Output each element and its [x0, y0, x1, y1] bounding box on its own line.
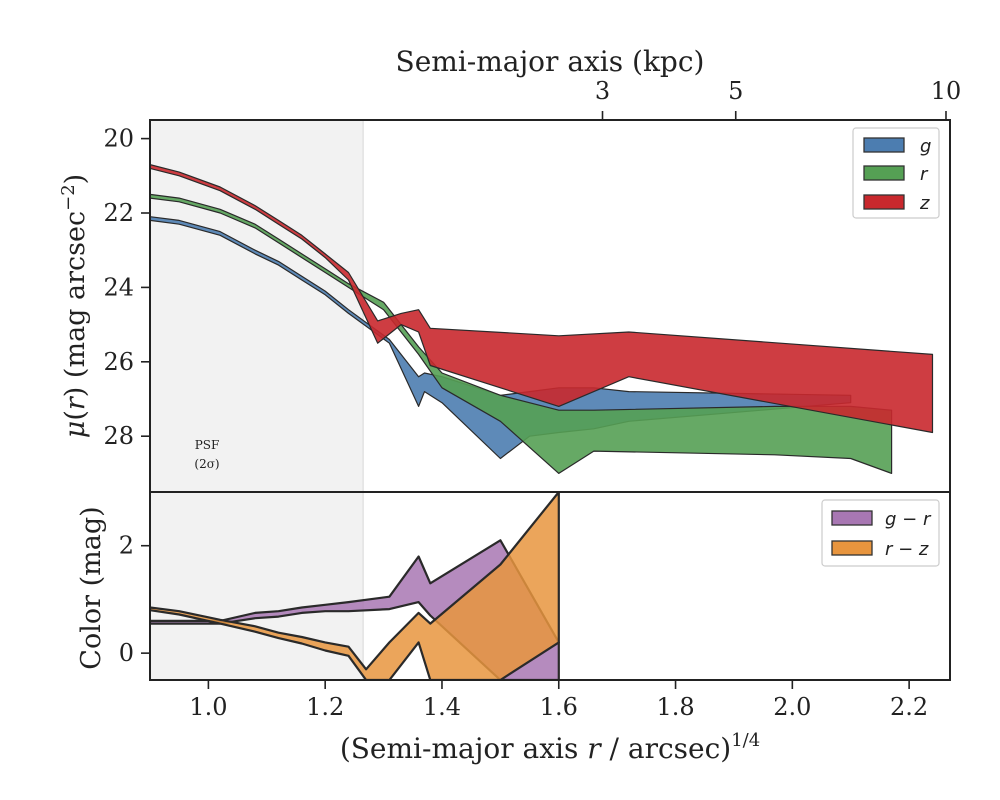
x-tick-label: 2.2 [890, 693, 928, 721]
y-tick-label-top: 24 [103, 273, 134, 301]
top-panel-series [150, 164, 934, 474]
x-tick-label: 1.0 [189, 693, 227, 721]
y-tick-label-top: 26 [103, 348, 134, 376]
bottom-x-axis-title: (Semi-major axis r / arcsec)1/4 [340, 730, 760, 765]
legend-swatch-g-r [831, 510, 873, 526]
top-band-r [150, 193, 893, 474]
psf-shade [150, 120, 364, 680]
top-x-axis-title: Semi-major axis (kpc) [396, 45, 705, 78]
legend-label-z: z [919, 193, 930, 214]
x-tick-label: 1.8 [656, 693, 694, 721]
y-tick-label-top: 20 [103, 125, 134, 153]
x-tick-label: 2.0 [773, 693, 811, 721]
y-tick-label-bottom: 0 [119, 639, 134, 667]
bottom-legend: g − r r − z [821, 499, 940, 567]
bottom-panel-series [150, 492, 560, 680]
x-tick-label: 1.6 [540, 693, 578, 721]
bottom-y-axis-title: Color (mag) [76, 506, 107, 669]
psf-region [150, 120, 364, 680]
bottom-band-g-r [150, 539, 560, 680]
axis-ticks: 2022242628021.01.21.41.61.82.02.23510203… [103, 77, 962, 721]
legend-swatch-g [863, 137, 905, 153]
y-tick-label-top: 22 [103, 199, 134, 227]
top-y-axis-title: μ(r) (mag arcsec−2) [58, 174, 91, 438]
top-legend: g r z [852, 127, 940, 219]
top-x-tick-label: 3 [595, 77, 610, 105]
legend-label-r: r [920, 164, 929, 185]
legend-swatch-z [863, 194, 905, 210]
x-tick-label: 1.2 [306, 693, 344, 721]
legend-label-r-z: r − z [885, 539, 929, 560]
bottom-panel-frame [149, 491, 951, 681]
x-tick-label: 1.4 [423, 693, 461, 721]
legend-label-g: g [920, 136, 931, 157]
legend-label-g-r: g − r [885, 509, 932, 530]
top-x-tick-label: 5 [728, 77, 743, 105]
top-band-z [150, 164, 934, 434]
legend-swatch-r-z [831, 540, 873, 556]
legend-swatch-r [863, 165, 905, 181]
psf-label-sigma: (2σ) [194, 457, 219, 471]
y-tick-label-top: 28 [103, 422, 134, 450]
psf-label: PSF [195, 438, 220, 452]
bottom-band-r-z [150, 492, 560, 680]
y-tick-label-bottom: 2 [119, 532, 134, 560]
top-x-tick-label: 10 [931, 77, 962, 105]
